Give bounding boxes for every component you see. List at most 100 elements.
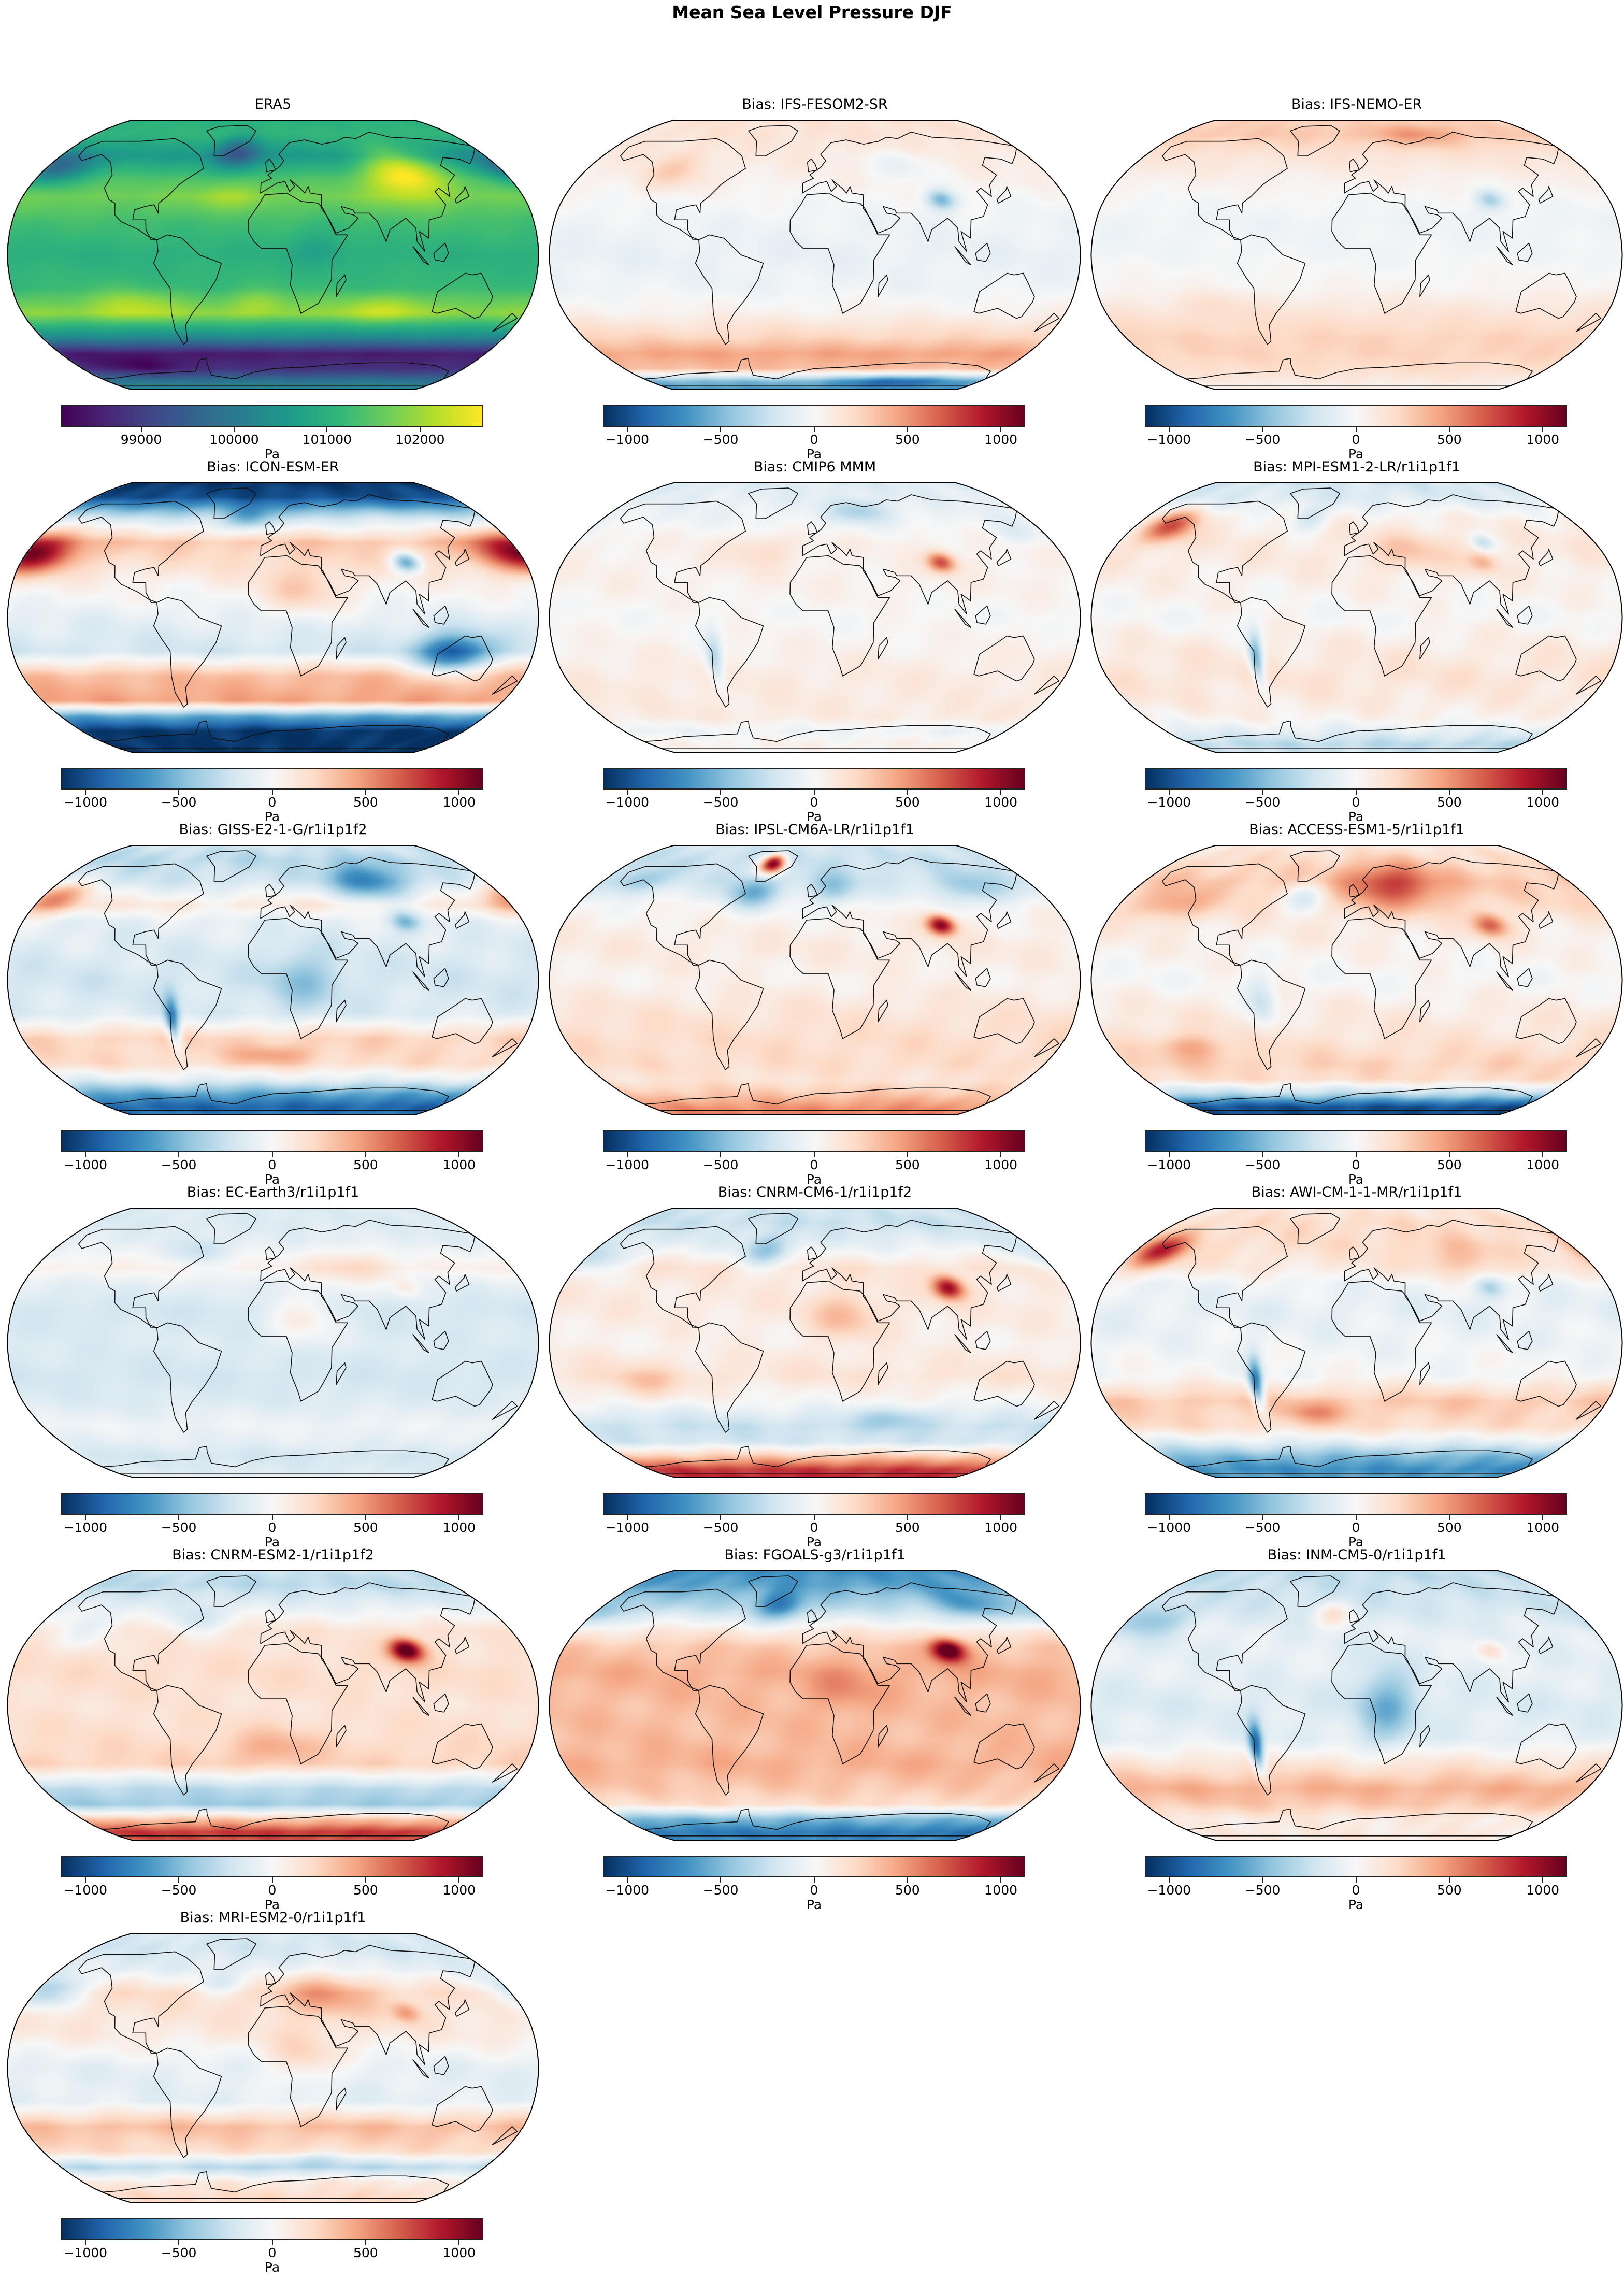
colorbar-tick-label: 500: [1437, 1157, 1462, 1172]
coastline: [432, 1723, 493, 1770]
field-raster: [549, 483, 1081, 752]
coastline: [996, 1274, 1012, 1292]
panel-title: Bias: MPI-ESM1-2-LR/r1i1p1f1: [1253, 459, 1460, 475]
coastline: [454, 549, 470, 566]
map-field: [7, 1208, 539, 1478]
colorbar: −1000 −500 0 500 1000 Pa: [603, 405, 1025, 462]
map-field: [549, 482, 1081, 753]
coastline: [975, 242, 991, 262]
colorbar-tick-label: −1000: [1147, 432, 1191, 447]
panel-title: Bias: IFS-FESOM2-SR: [742, 96, 888, 112]
colorbar-label: Pa: [264, 1534, 280, 1550]
colorbar-tick-label: −1000: [63, 795, 108, 810]
colorbar-tick-label: 99000: [120, 432, 162, 447]
colorbar-tick-label: 0: [810, 1883, 818, 1898]
map-overlay: [7, 1933, 539, 2203]
colorbar-tick: [813, 1877, 815, 1883]
panel-title: ERA5: [254, 96, 292, 112]
coastline: [260, 494, 476, 615]
colorbar-tick: [271, 1152, 273, 1157]
colorbar-tick-label: −500: [1244, 1520, 1281, 1535]
coastline: [1290, 125, 1340, 156]
coastline: [260, 1945, 476, 2065]
coastline: [412, 1697, 430, 1716]
colorbar-label: Pa: [806, 1897, 822, 1912]
coastline: [1538, 186, 1554, 204]
coastline: [1515, 635, 1577, 682]
coastline: [1290, 1575, 1340, 1607]
colorbar: −1000 −500 0 500 1000 Pa: [603, 768, 1025, 824]
colorbar-tick: [1448, 1877, 1450, 1883]
coastline: [802, 1582, 1017, 1703]
colorbar: −1000 −500 0 500 1000 Pa: [61, 1130, 483, 1187]
colorbar: −1000 −500 0 500 1000 Pa: [1145, 1856, 1567, 1912]
panel-title: Bias: MRI-ESM2-0/r1i1p1f1: [180, 1910, 366, 1926]
coastline: [336, 999, 347, 1023]
map-overlay: [7, 845, 539, 1115]
colorbar-label: Pa: [1348, 1172, 1364, 1187]
colorbar-tick-label: −500: [161, 1157, 197, 1172]
colorbar-tick-label: −1000: [605, 795, 650, 810]
coastline: [206, 125, 256, 156]
field-raster: [549, 845, 1081, 1115]
coastline: [695, 1685, 764, 1796]
colorbar-tick: [458, 2240, 460, 2245]
colorbar-tick: [626, 427, 628, 432]
coastline: [432, 272, 493, 319]
coastline: [1515, 998, 1577, 1044]
colorbar-tick-label: 0: [1352, 1157, 1360, 1172]
colorbar-tick-label: 500: [895, 795, 920, 810]
coastline: [265, 159, 276, 173]
colorbar-tick: [720, 1515, 722, 1520]
coastline: [878, 1362, 888, 1385]
coastline: [1161, 1226, 1288, 1328]
colorbar-tick: [271, 1515, 273, 1520]
colorbar-tick-label: −500: [702, 1520, 739, 1535]
coastline: [1237, 959, 1306, 1070]
map-boundary: [1090, 845, 1623, 1115]
map-overlay: [549, 482, 1081, 753]
coastline: [1517, 1693, 1533, 1713]
coastline: [996, 911, 1012, 929]
map-overlay: [549, 120, 1081, 390]
coastline: [1290, 487, 1340, 519]
colorbar-tick-label: 1000: [442, 795, 476, 810]
colorbar-tick-label: 1000: [1526, 1883, 1560, 1898]
colorbar-tick-label: 1000: [984, 432, 1018, 447]
colorbar: 99000 100000 101000 102000 Pa: [61, 405, 483, 462]
coastline: [265, 884, 276, 898]
coastline: [1033, 313, 1060, 332]
map-boundary: [549, 845, 1081, 1115]
map-field: [1090, 845, 1623, 1115]
colorbar-tick: [84, 1515, 86, 1520]
coastline: [1515, 1360, 1577, 1407]
coastline: [153, 1685, 222, 1796]
field-raster: [1091, 1571, 1622, 1840]
coastline: [878, 999, 888, 1023]
coastline: [748, 850, 798, 882]
map-boundary: [1090, 1208, 1623, 1478]
coastline: [1186, 1083, 1533, 1111]
map-field: [7, 120, 539, 390]
coastline: [695, 1322, 764, 1433]
colorbar-tick-label: 500: [1437, 795, 1462, 810]
colorbar-tick-label: 500: [353, 795, 378, 810]
coastline: [265, 1972, 276, 1986]
coastline: [492, 676, 518, 695]
coastline: [260, 857, 476, 978]
coastline: [265, 1246, 276, 1260]
map-boundary: [7, 1933, 539, 2203]
map-boundary: [7, 1570, 539, 1841]
colorbar-tick: [626, 790, 628, 795]
coastline: [954, 1697, 972, 1716]
coastline: [102, 357, 449, 386]
colorbar-tick: [271, 790, 273, 795]
coastline: [433, 1330, 449, 1350]
coastline: [996, 186, 1012, 204]
coastline: [1419, 1725, 1430, 1748]
colorbar-tick: [1262, 427, 1263, 432]
colorbar-tick: [1355, 1152, 1357, 1157]
coastline: [1349, 521, 1360, 535]
colorbar-label: Pa: [264, 1172, 280, 1187]
colorbar-tick: [1448, 790, 1450, 795]
